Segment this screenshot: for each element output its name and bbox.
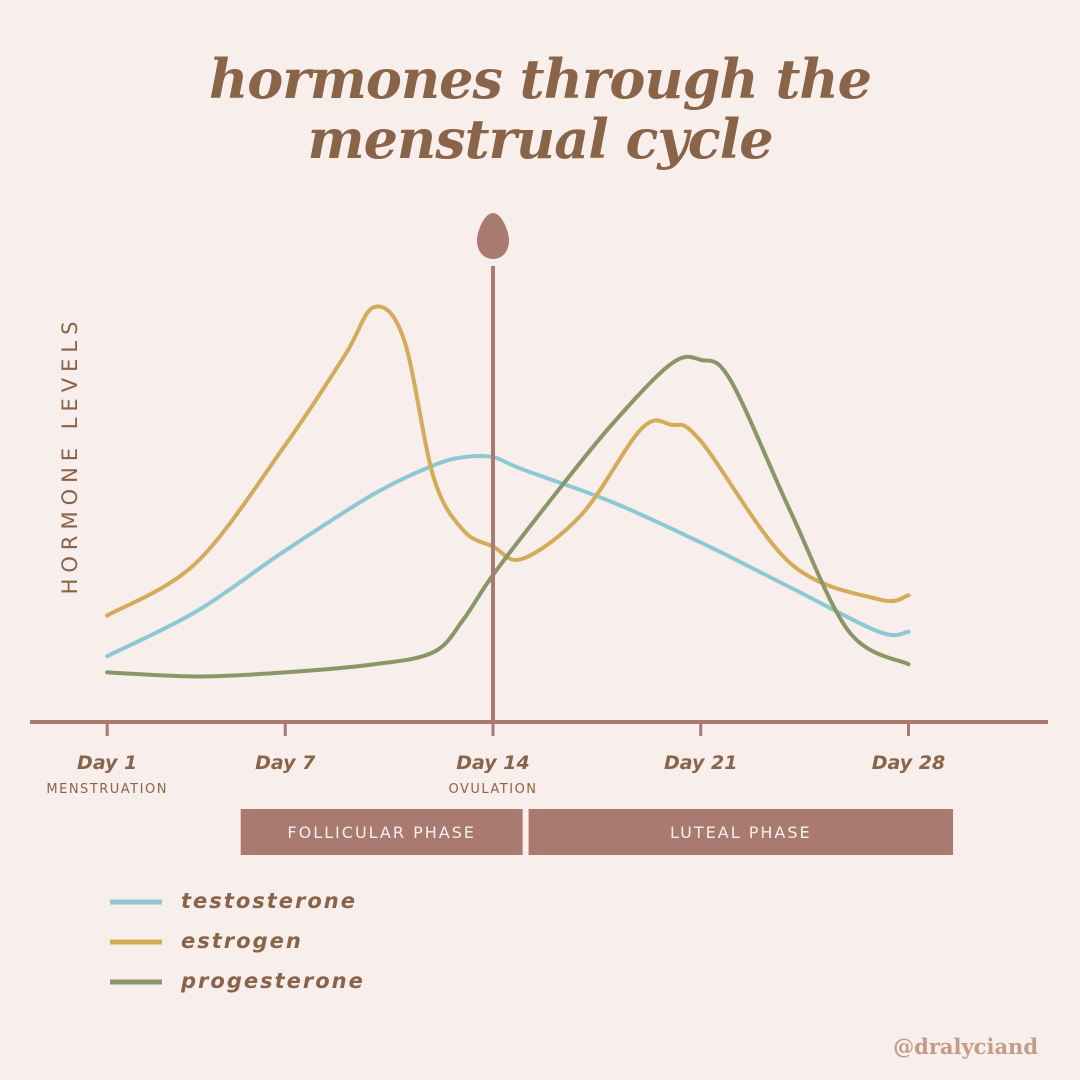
chart-title-line1: hormones through the	[208, 47, 872, 111]
x-tick-sublabel: MENSTRUATION	[46, 782, 168, 797]
series-line-progesterone	[105, 354, 911, 679]
legend-label: estrogen	[181, 929, 303, 953]
x-tick-label: Day 7	[255, 752, 316, 774]
phase-label: LUTEAL PHASE	[670, 823, 812, 842]
author-handle: @dralyciand	[893, 1034, 1038, 1059]
phase-label: FOLLICULAR PHASE	[287, 823, 476, 842]
y-axis-label: HORMONE LEVELS	[58, 316, 82, 595]
phase-box	[528, 809, 954, 855]
x-tick-sublabel: OVULATION	[448, 782, 537, 797]
legend-label: progesterone	[180, 969, 365, 993]
legend-label: testosterone	[181, 889, 357, 913]
x-tick-label: Day 28	[872, 752, 945, 774]
x-tick-label: Day 1	[77, 752, 137, 774]
x-tick-label: Day 21	[664, 752, 737, 774]
x-tick-label: Day 14	[456, 752, 529, 774]
ovulation-egg-icon	[476, 213, 509, 259]
chart-title-line2: menstrual cycle	[307, 107, 773, 171]
phase-box	[240, 809, 523, 855]
